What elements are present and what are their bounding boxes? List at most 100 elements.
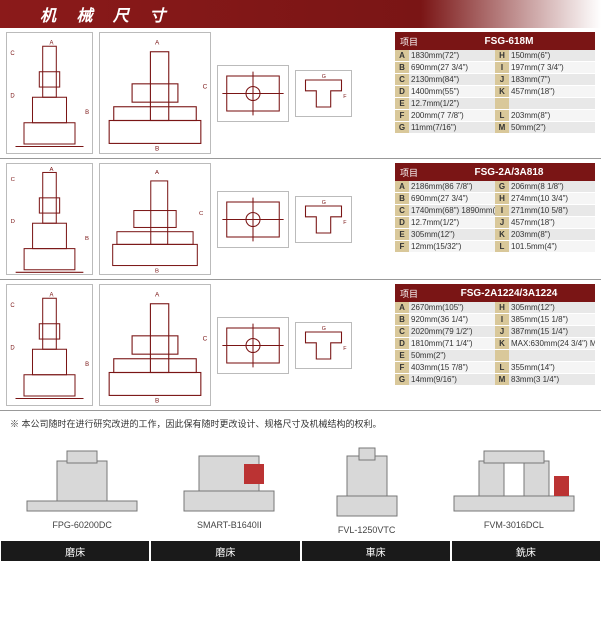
footer-category: 磨床 [1, 541, 149, 561]
spec-value: 920mm(36 1/4") [409, 314, 495, 326]
spec-table: 项目FSG-618MA1830mm(72")H150mm(6")B690mm(2… [395, 32, 595, 154]
spec-value: 101.5mm(4") [509, 241, 595, 253]
machine-label: FVM-3016DCL [449, 520, 579, 530]
spec-value: 14mm(9/16") [409, 374, 495, 386]
spec-key: E [395, 350, 409, 362]
machine-item: FPG-60200DC [22, 446, 142, 535]
machine-label: SMART-B1640II [174, 520, 284, 530]
svg-text:A: A [49, 41, 53, 47]
diagram-top [217, 191, 289, 248]
spec-value: 2670mm(105") [409, 302, 495, 314]
diagram-front: CD AB [6, 32, 93, 154]
spec-key: D [395, 338, 409, 350]
machine-item: SMART-B1640II [174, 446, 284, 535]
spec-key: J [495, 326, 509, 338]
svg-text:B: B [85, 362, 89, 368]
spec-key: E [395, 98, 409, 110]
spec-key: H [495, 50, 509, 62]
svg-text:G: G [322, 326, 326, 332]
spec-value: 12mm(15/32") [409, 241, 495, 253]
svg-text:F: F [343, 94, 347, 100]
svg-text:F: F [343, 346, 347, 352]
svg-text:C: C [203, 335, 208, 342]
spec-value: 197mm(7 3/4") [509, 62, 595, 74]
diagram-top [217, 317, 289, 374]
spec-key: L [495, 110, 509, 122]
spec-key: K [495, 86, 509, 98]
spec-key: H [495, 193, 509, 205]
spec-key: G [395, 374, 409, 386]
machines-row: FPG-60200DCSMART-B1640IIFVL-1250VTCFVM-3… [0, 436, 601, 541]
spec-value: MAX:630mm(24 3/4") MIN:120mm(4 3/4") [509, 338, 595, 350]
spec-value: 1740mm(68") 1890mm(74 1/2") [409, 205, 495, 217]
spec-value: 305mm(12") [509, 302, 595, 314]
spec-value: 690mm(27 3/4") [409, 193, 495, 205]
diagram-side: A C B [99, 284, 211, 406]
spec-key: B [395, 62, 409, 74]
spec-value: 403mm(15 7/8") [409, 362, 495, 374]
spec-value: 12.7mm(1/2") [409, 98, 495, 110]
spec-value: 387mm(15 1/4") [509, 326, 595, 338]
spec-key: B [395, 314, 409, 326]
spec-value: 457mm(18") [509, 86, 595, 98]
spec-value: 50mm(2") [509, 122, 595, 134]
svg-text:A: A [155, 291, 160, 298]
machine-label: FPG-60200DC [22, 520, 142, 530]
spec-header-label: 项目 [395, 284, 423, 302]
spec-key: K [495, 338, 509, 350]
diagram-front: CD AB [6, 163, 93, 275]
spec-table: 项目FSG-2A1224/3A1224 A2670mm(105")H305mm(1… [395, 284, 595, 406]
diagram-side: AC B [99, 32, 211, 154]
title-banner: 机 械 尺 寸 [0, 0, 601, 28]
spec-value: 200mm(7 7/8") [409, 110, 495, 122]
spec-rows: A1830mm(72")H150mm(6")B690mm(27 3/4")I19… [395, 50, 595, 134]
svg-text:B: B [155, 398, 159, 405]
spec-key: M [495, 374, 509, 386]
spec-key: H [495, 302, 509, 314]
footer-bar: 磨床磨床車床銑床 [0, 541, 601, 561]
spec-key [495, 98, 509, 110]
spec-key: F [395, 110, 409, 122]
spec-key: G [395, 122, 409, 134]
spec-section: CD AB AC B GF 项目FSG-618MA1830mm(72")H150… [0, 28, 601, 159]
machine-item: FVM-3016DCL [449, 446, 579, 535]
spec-key: A [395, 302, 409, 314]
spec-section: CD AB AC B GF 项目FSG-2A1224/3A1224A2670mm… [0, 280, 601, 411]
diagram-side: A C B [99, 163, 211, 275]
spec-key: F [395, 362, 409, 374]
spec-header-model: FSG-2A/3A818 [423, 163, 595, 181]
svg-text:D: D [10, 345, 14, 351]
svg-text:D: D [11, 219, 15, 225]
spec-value: 1830mm(72") [409, 50, 495, 62]
spec-header-model: FSG-2A1224/3A1224 [423, 284, 595, 302]
spec-value: 83mm(3 1/4") [509, 374, 595, 386]
svg-text:C: C [199, 211, 204, 217]
diagram-top [217, 65, 289, 122]
spec-value: 1400mm(55") [409, 86, 495, 98]
spec-key: I [495, 205, 509, 217]
diagram-slot: GF [295, 322, 352, 369]
spec-value: 690mm(27 3/4") [409, 62, 495, 74]
diagram-group: CD AB A C B GF [6, 163, 395, 275]
svg-text:C: C [203, 83, 208, 90]
spec-key: I [495, 314, 509, 326]
spec-key: D [395, 86, 409, 98]
spec-key: L [495, 362, 509, 374]
svg-text:C: C [10, 303, 15, 309]
footer-category: 銑床 [452, 541, 600, 561]
spec-value: 203mm(8") [509, 229, 595, 241]
spec-value: 355mm(14") [509, 362, 595, 374]
spec-value: 183mm(7") [509, 74, 595, 86]
diagram-group: CD AB AC B GF [6, 284, 395, 406]
diagram-slot: GF [295, 196, 352, 243]
spec-key: A [395, 181, 409, 193]
svg-text:B: B [155, 268, 159, 274]
svg-text:B: B [155, 146, 159, 153]
spec-value: 2130mm(84") [409, 74, 495, 86]
spec-key: A [395, 50, 409, 62]
svg-text:A: A [155, 170, 159, 176]
spec-key: F [395, 241, 409, 253]
spec-value: 385mm(15 1/8") [509, 314, 595, 326]
svg-text:F: F [343, 220, 347, 226]
spec-key: C [395, 205, 409, 217]
